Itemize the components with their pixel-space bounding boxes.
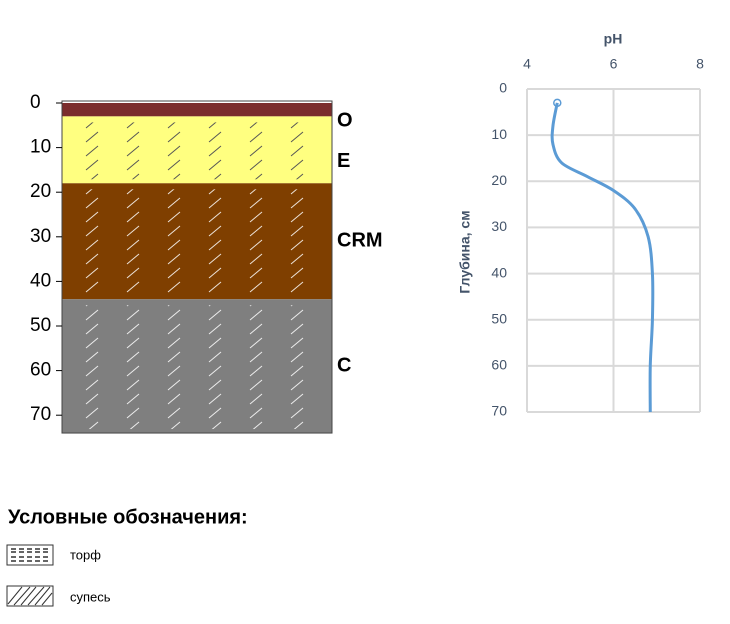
y-tick-label: 20 — [30, 181, 51, 202]
marker — [553, 98, 562, 108]
hatch — [62, 122, 322, 180]
y-tick-label: 10 — [491, 126, 507, 142]
y-tick-label: 40 — [30, 270, 51, 291]
hatch — [62, 189, 322, 296]
y-tick-label: 10 — [30, 137, 51, 158]
peat-icon — [6, 544, 54, 566]
y-tick-label: 50 — [491, 310, 507, 326]
x-tick-label: 8 — [696, 56, 704, 72]
legend-title: Условные обозначения: — [8, 506, 248, 528]
line — [550, 102, 655, 413]
y-tick-label: 70 — [30, 404, 51, 425]
y-tick-label: 50 — [30, 315, 51, 336]
x-axis-title: pH — [604, 31, 623, 47]
x-tick-label: 4 — [523, 56, 531, 72]
y-axis-title: Глубина, см — [457, 210, 473, 293]
y-tick-label: 30 — [30, 226, 51, 247]
legend-item: торф — [70, 547, 101, 562]
sand-icon — [6, 585, 54, 607]
profile-border — [61, 100, 333, 434]
hatch — [62, 305, 322, 430]
soil-layer — [62, 103, 332, 117]
legend: Условные обозначения: торф супесь — [6, 506, 248, 607]
horizon-label: C — [337, 354, 351, 376]
y-tick-label: 0 — [30, 92, 41, 113]
y-tick-label: 70 — [491, 403, 507, 419]
y-tick-label: 0 — [499, 80, 507, 96]
horizon-label: O — [337, 109, 353, 131]
legend-item: супесь — [70, 589, 111, 604]
y-tick-label: 30 — [491, 218, 507, 234]
horizon-label: CRM — [337, 230, 383, 252]
horizon-label: E — [337, 150, 350, 172]
y-tick-label: 60 — [491, 357, 507, 373]
y-tick-label: 20 — [491, 172, 507, 188]
y-tick-label: 40 — [491, 264, 507, 280]
x-tick-label: 6 — [610, 56, 618, 72]
y-tick-label: 60 — [30, 360, 51, 381]
